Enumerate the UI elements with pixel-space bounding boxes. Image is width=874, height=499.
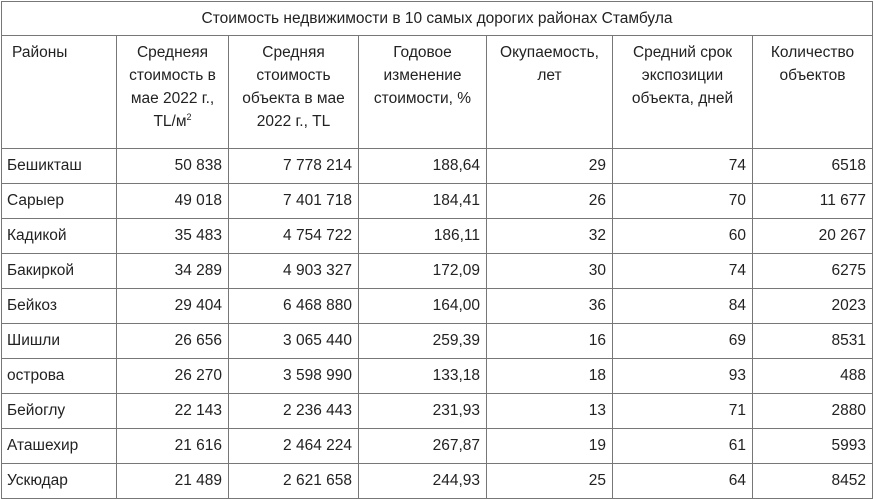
cell-exposure: 74 <box>612 253 753 289</box>
cell-avg-price-obj: 2 621 658 <box>228 463 359 499</box>
cell-count: 2023 <box>751 288 874 324</box>
table-row: Аташехир 21 616 2 464 224 267,87 19 61 5993 <box>1 428 874 464</box>
cell-payback: 32 <box>486 218 613 254</box>
cell-district: Кадикой <box>1 218 117 254</box>
table-row: острова 26 270 3 598 990 133,18 18 93 488 <box>1 358 874 394</box>
cell-count: 5993 <box>751 428 874 464</box>
cell-exposure: 71 <box>612 393 753 429</box>
cell-yearly-change: 231,93 <box>358 393 487 429</box>
cell-district: Сарыер <box>1 183 117 219</box>
cell-district: Бейкоз <box>1 288 117 324</box>
header-district: Районы <box>1 35 117 149</box>
table-row: Бейкоз 29 404 6 468 880 164,00 36 84 2023 <box>1 288 874 324</box>
cell-payback: 36 <box>486 288 613 324</box>
header-row: Районы Среднеяя стоимость в мае 2022 г.,… <box>1 35 874 149</box>
cell-avg-price-m2: 21 616 <box>116 428 229 464</box>
cell-avg-price-m2: 34 289 <box>116 253 229 289</box>
cell-payback: 16 <box>486 323 613 359</box>
caption-row: Стоимость недвижимости в 10 самых дороги… <box>0 1 874 36</box>
table-row: Шишли 26 656 3 065 440 259,39 16 69 8531 <box>1 323 874 359</box>
cell-yearly-change: 172,09 <box>358 253 487 289</box>
cell-district: Бейоглу <box>1 393 117 429</box>
cell-exposure: 69 <box>612 323 753 359</box>
cell-exposure: 93 <box>612 358 753 394</box>
cell-exposure: 60 <box>612 218 753 254</box>
table-row: Кадикой 35 483 4 754 722 186,11 32 60 20 267 <box>1 218 874 254</box>
cell-district: Ускюдар <box>1 463 117 499</box>
cell-avg-price-obj: 7 401 718 <box>228 183 359 219</box>
cell-avg-price-obj: 4 903 327 <box>228 253 359 289</box>
table-row: Бейоглу 22 143 2 236 443 231,93 13 71 2880 <box>1 393 874 429</box>
cell-avg-price-obj: 2 236 443 <box>228 393 359 429</box>
table-body: Бешикташ 50 838 7 778 214 188,64 29 74 6518 Сар… <box>1 148 874 499</box>
cell-avg-price-obj: 3 065 440 <box>228 323 359 359</box>
cell-payback: 18 <box>486 358 613 394</box>
cell-exposure: 84 <box>612 288 753 324</box>
cell-district: Шишли <box>1 323 117 359</box>
table-caption: Стоимость недвижимости в 10 самых дороги… <box>0 1 874 36</box>
cell-payback: 13 <box>486 393 613 429</box>
cell-count: 488 <box>751 358 874 394</box>
cell-count: 6275 <box>751 253 874 289</box>
cell-yearly-change: 244,93 <box>358 463 487 499</box>
header-exposure: Средний срок экспозиции объекта, дней <box>612 35 753 149</box>
cell-avg-price-m2: 49 018 <box>116 183 229 219</box>
table-row: Бакиркой 34 289 4 903 327 172,09 30 74 6275 <box>1 253 874 289</box>
header-avg-price-object: Cредняя стоимость объекта в мае 2022 г.,… <box>228 35 359 149</box>
cell-count: 8452 <box>751 463 874 499</box>
cell-payback: 30 <box>486 253 613 289</box>
table-row: Сарыер 49 018 7 401 718 184,41 26 70 11 677 <box>1 183 874 219</box>
table-row: Ускюдар 21 489 2 621 658 244,93 25 64 8452 <box>1 463 874 499</box>
cell-count: 20 267 <box>751 218 874 254</box>
header-avg-price-m2-text: Среднеяя стоимость в мае 2022 г., TL/м <box>129 44 216 130</box>
cell-count: 8531 <box>751 323 874 359</box>
cell-avg-price-obj: 6 468 880 <box>228 288 359 324</box>
cell-district: Аташехир <box>1 428 117 464</box>
cell-exposure: 61 <box>612 428 753 464</box>
cell-payback: 19 <box>486 428 613 464</box>
cell-avg-price-obj: 7 778 214 <box>228 148 359 184</box>
header-yearly-change: Годовое изменение стоимости, % <box>358 35 487 149</box>
cell-yearly-change: 186,11 <box>358 218 487 254</box>
header-count: Количество объектов <box>751 35 874 149</box>
cell-exposure: 64 <box>612 463 753 499</box>
cell-avg-price-m2: 26 656 <box>116 323 229 359</box>
cell-exposure: 70 <box>612 183 753 219</box>
cell-yearly-change: 133,18 <box>358 358 487 394</box>
cell-yearly-change: 259,39 <box>358 323 487 359</box>
cell-avg-price-m2: 22 143 <box>116 393 229 429</box>
cell-avg-price-m2: 29 404 <box>116 288 229 324</box>
cell-avg-price-obj: 3 598 990 <box>228 358 359 394</box>
cell-district: Бешикташ <box>1 148 117 184</box>
header-payback: Окупаемость, лет <box>486 35 613 149</box>
cell-yearly-change: 188,64 <box>358 148 487 184</box>
cell-exposure: 74 <box>612 148 753 184</box>
cell-yearly-change: 267,87 <box>358 428 487 464</box>
cell-yearly-change: 184,41 <box>358 183 487 219</box>
cell-district: Бакиркой <box>1 253 117 289</box>
cell-district: острова <box>1 358 117 394</box>
cell-avg-price-m2: 26 270 <box>116 358 229 394</box>
cell-payback: 25 <box>486 463 613 499</box>
cell-yearly-change: 164,00 <box>358 288 487 324</box>
cell-avg-price-obj: 2 464 224 <box>228 428 359 464</box>
header-avg-price-m2-sup: 2 <box>186 112 192 122</box>
header-avg-price-m2: Среднеяя стоимость в мае 2022 г., TL/м2 <box>116 35 229 149</box>
table-row: Бешикташ 50 838 7 778 214 188,64 29 74 6518 <box>1 148 874 184</box>
cell-avg-price-obj: 4 754 722 <box>228 218 359 254</box>
cell-avg-price-m2: 35 483 <box>116 218 229 254</box>
cell-count: 6518 <box>751 148 874 184</box>
cell-avg-price-m2: 50 838 <box>116 148 229 184</box>
cell-count: 2880 <box>751 393 874 429</box>
cell-avg-price-m2: 21 489 <box>116 463 229 499</box>
cell-payback: 29 <box>486 148 613 184</box>
cell-payback: 26 <box>486 183 613 219</box>
cell-count: 11 677 <box>751 183 874 219</box>
